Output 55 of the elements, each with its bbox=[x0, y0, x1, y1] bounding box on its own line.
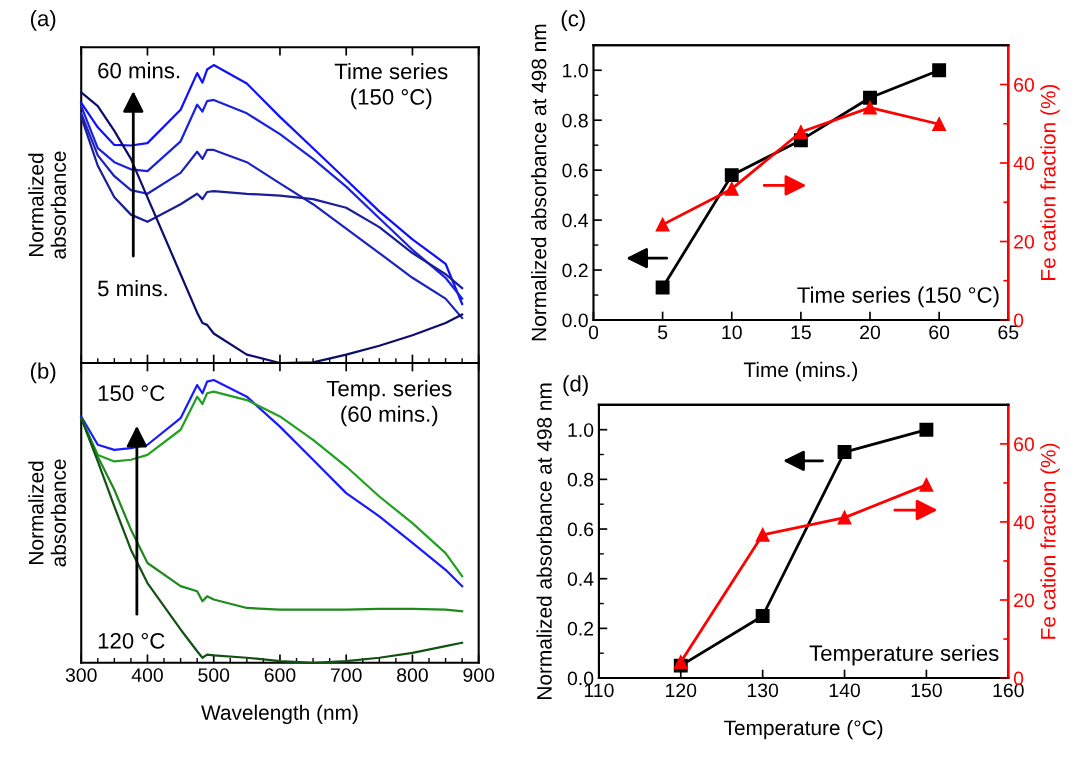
annotation: 150 °C bbox=[98, 385, 165, 402]
y-tick-label: 0.2 bbox=[567, 621, 594, 636]
x-tick-label: 60 bbox=[929, 325, 950, 340]
y-tick-label: 0.8 bbox=[562, 113, 588, 128]
y-axis-title: Normalized absorbance bbox=[28, 151, 66, 259]
annotation: Time series (150 °C) bbox=[334, 62, 448, 110]
x-axis-title: Wavelength (nm) bbox=[201, 704, 358, 725]
x-tick-label: 140 bbox=[829, 683, 860, 698]
y-tick-label: 0.0 bbox=[562, 313, 588, 328]
x-tick-label: 800 bbox=[397, 668, 428, 682]
y-tick-label: 1.0 bbox=[568, 423, 594, 437]
text: (a) bbox=[30, 9, 56, 31]
x-tick-label: 15 bbox=[791, 325, 811, 340]
text: (c) bbox=[561, 10, 585, 31]
y2-axis-title: Fe cation fraction (%) bbox=[1040, 443, 1060, 639]
x-tick-label: 20 bbox=[860, 325, 881, 340]
y2-tick-label: 40 bbox=[1013, 515, 1034, 530]
x-tick-label: 0 bbox=[588, 325, 599, 340]
y-tick-label: 0.2 bbox=[562, 263, 588, 278]
y2-tick-label: 20 bbox=[1014, 234, 1034, 249]
y-tick-label: 0.8 bbox=[567, 472, 594, 487]
text: (d) bbox=[563, 375, 588, 397]
y-axis-title: Normalized absorbance at 498 nm bbox=[536, 383, 552, 699]
y2-tick-label: 60 bbox=[1014, 437, 1034, 452]
y-axis-title: Normalized absorbance at 498 nm bbox=[531, 24, 547, 341]
text: (b) bbox=[30, 362, 56, 384]
annotation: 5 mins. bbox=[98, 280, 167, 297]
x-tick-label: 130 bbox=[747, 683, 779, 698]
annotation: 120 °C bbox=[98, 632, 165, 649]
y-axis-title: Normalized absorbance bbox=[28, 459, 66, 567]
annotation: 60 mins. bbox=[98, 62, 180, 79]
y-tick-label: 0.4 bbox=[562, 213, 589, 228]
y-tick-label: 1.0 bbox=[563, 63, 588, 78]
y2-axis-title: Fe cation fraction (%) bbox=[1040, 84, 1060, 280]
x-tick-label: 5 bbox=[657, 325, 668, 340]
y2-tick-label: 60 bbox=[1014, 77, 1034, 92]
x-tick-label: 500 bbox=[198, 668, 230, 682]
annotation: Temperature series bbox=[809, 644, 999, 666]
x-axis-title: Time (mins.) bbox=[743, 361, 858, 382]
y-tick-label: 0.4 bbox=[567, 572, 594, 586]
y2-tick-label: 20 bbox=[1014, 593, 1034, 608]
x-tick-label: 400 bbox=[131, 668, 163, 682]
y-tick-label: 0.6 bbox=[562, 163, 588, 178]
y-tick-label: 0.6 bbox=[567, 522, 594, 537]
x-tick-label: 150 bbox=[911, 683, 942, 698]
annotation: Time series (150 °C) bbox=[797, 286, 999, 308]
annotation: Temp. series (60 mins.) bbox=[326, 380, 452, 427]
x-tick-label: 120 bbox=[666, 683, 697, 698]
x-tick-label: 600 bbox=[264, 668, 296, 682]
x-axis-title: Temperature (°C) bbox=[724, 719, 883, 740]
x-tick-label: 300 bbox=[65, 668, 97, 682]
x-tick-label: 900 bbox=[463, 668, 495, 682]
y2-tick-label: 40 bbox=[1013, 156, 1034, 171]
x-tick-label: 10 bbox=[722, 325, 742, 340]
x-tick-label: 700 bbox=[330, 668, 362, 682]
